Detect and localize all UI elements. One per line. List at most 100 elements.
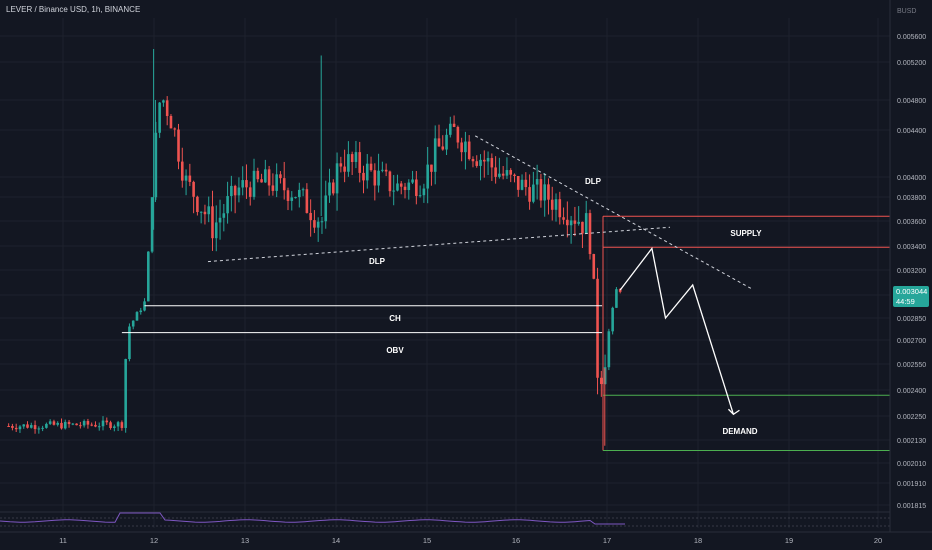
y-tick-label: 0.002250: [897, 414, 926, 421]
candle-body: [588, 213, 592, 255]
candle-body: [207, 206, 211, 215]
x-tick-label: 13: [241, 536, 249, 545]
candle-body: [52, 421, 56, 425]
y-tick-label: 0.003600: [897, 219, 926, 226]
candle-body: [528, 187, 531, 202]
candle-body: [71, 423, 75, 425]
candle-body: [396, 183, 399, 191]
candle-body: [105, 420, 109, 423]
candle-body: [48, 421, 52, 424]
candle-body: [558, 199, 562, 218]
candle-body: [520, 179, 524, 190]
candle-body: [192, 181, 195, 197]
candle-body: [313, 220, 316, 228]
candle-body: [581, 221, 584, 234]
x-tick-label: 12: [150, 536, 158, 545]
candle-body: [14, 427, 18, 430]
candle-body: [233, 185, 237, 196]
candle-body: [7, 426, 10, 427]
candle-body: [471, 158, 475, 162]
candle-body: [607, 331, 611, 368]
candle-body: [618, 289, 622, 292]
candle-body: [490, 158, 494, 168]
y-tick-label: 0.005200: [897, 60, 926, 67]
candle-body: [203, 211, 207, 215]
candle-body: [532, 184, 535, 202]
candle-body: [399, 183, 403, 187]
candle-body: [524, 179, 528, 188]
x-tick-label: 19: [785, 536, 793, 545]
y-tick-label: 0.002850: [897, 316, 926, 323]
candle-body: [573, 220, 577, 224]
y-tick-label: 0.004000: [897, 175, 926, 182]
candle-body: [464, 141, 467, 153]
candle-body: [350, 154, 354, 162]
oscillator-pane: [0, 511, 890, 527]
supply-label: SUPPLY: [730, 229, 762, 238]
chart-title: LEVER / Binance USD, 1h, BINANCE: [6, 5, 140, 14]
candle-body: [494, 167, 497, 177]
candle-body: [343, 166, 346, 172]
candle-body: [109, 422, 112, 429]
projection-arrowhead: [727, 408, 740, 416]
y-tick-label: 0.005600: [897, 34, 926, 41]
candle-body: [452, 123, 456, 127]
candle-body: [569, 220, 573, 226]
drawings: [121, 135, 752, 416]
candle-body: [369, 163, 373, 171]
candle-body: [501, 173, 505, 176]
candle-body: [97, 426, 101, 428]
candle-body: [347, 154, 350, 172]
candle-body: [467, 141, 471, 159]
y-tick-label: 0.004800: [897, 98, 926, 105]
candle-body: [611, 307, 614, 332]
candle-body: [158, 102, 161, 133]
candle-body: [298, 189, 301, 198]
candle-body: [475, 161, 479, 166]
candle-body: [282, 178, 286, 191]
y-tick-label: 0.001815: [897, 503, 926, 510]
y-tick-label: 0.002400: [897, 388, 926, 395]
candles: [7, 49, 622, 446]
candle-body: [388, 171, 392, 192]
y-tick-label: 0.004400: [897, 128, 926, 135]
candle-body: [479, 159, 482, 166]
candle-body: [290, 197, 294, 201]
y-tick-label: 0.002010: [897, 461, 926, 468]
candle-body: [460, 142, 463, 153]
candle-body: [75, 423, 78, 426]
candle-body: [377, 170, 380, 186]
candle-body: [188, 175, 192, 182]
candle-body: [498, 173, 501, 177]
y-tick-label: 0.002550: [897, 362, 926, 369]
candle-body: [320, 221, 324, 223]
candle-body: [381, 169, 384, 171]
candle-body: [411, 179, 414, 183]
candle-body: [237, 187, 241, 196]
candle-body: [418, 195, 422, 197]
candle-body: [309, 212, 312, 221]
candle-body: [422, 188, 426, 196]
y-tick-label: 0.002130: [897, 438, 926, 445]
candle-body: [147, 251, 150, 302]
candle-body: [113, 426, 116, 429]
x-tick-label: 20: [874, 536, 882, 545]
candle-body: [324, 195, 328, 222]
candle-body: [260, 179, 263, 183]
candle-body: [94, 424, 97, 427]
candle-body: [415, 179, 418, 196]
price-badge-timer: 44:59: [896, 297, 915, 306]
candle-body: [543, 184, 546, 201]
candle-body: [128, 326, 131, 360]
candle-body: [165, 100, 169, 116]
candle-body: [79, 425, 82, 427]
x-tick-label: 18: [694, 536, 702, 545]
dlp-upper-trendline: [474, 135, 752, 290]
time-axis[interactable]: 11 12 13 14 15 16 17 18 19 20: [0, 531, 932, 545]
candle-body: [214, 222, 218, 239]
candle-body: [562, 217, 565, 220]
y-tick-label: 0.003200: [897, 268, 926, 275]
candle-body: [162, 100, 165, 103]
